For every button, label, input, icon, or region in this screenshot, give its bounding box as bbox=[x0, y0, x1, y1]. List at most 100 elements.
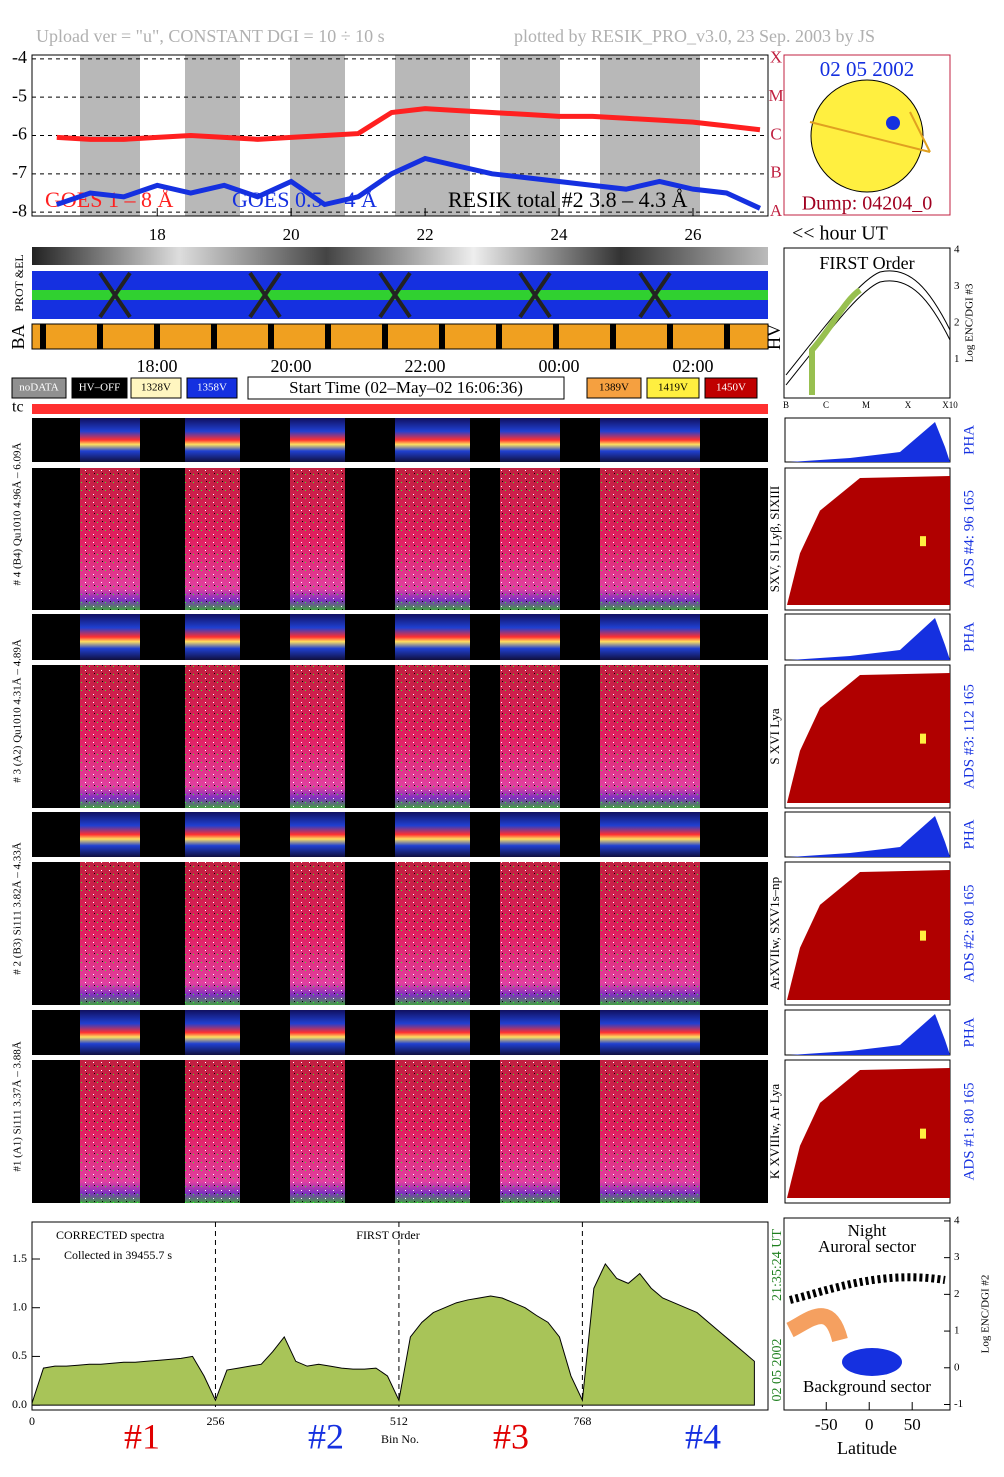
strip-x bbox=[248, 271, 282, 319]
latitude-top-label: Auroral sector bbox=[818, 1237, 916, 1256]
ads-marker bbox=[920, 536, 926, 547]
prot-strip bbox=[32, 247, 768, 265]
legend-swatch bbox=[71, 377, 128, 399]
x-tick-label: 768 bbox=[573, 1414, 591, 1428]
header-upload: Upload ver = "u", CONSTANT DGI = 10 ÷ 10… bbox=[36, 26, 385, 46]
big-grain bbox=[290, 468, 345, 610]
thin-spectrum bbox=[185, 614, 240, 660]
big-grain bbox=[600, 665, 700, 808]
x-tick-label: 22 bbox=[417, 225, 434, 244]
ads-label: ADS #1: 80 165 bbox=[961, 1083, 977, 1181]
thin-spectrum bbox=[600, 1010, 700, 1055]
y2-tick-label: A bbox=[770, 201, 783, 220]
line-label: SXV, SI Lyβ, SIXIII bbox=[767, 486, 782, 592]
thin-spectrum bbox=[185, 812, 240, 857]
big-grain bbox=[80, 468, 140, 610]
y-tick-label: -4 bbox=[12, 47, 27, 67]
thin-spectrum bbox=[80, 812, 140, 857]
series-line bbox=[56, 106, 761, 142]
first-order-title: FIRST Order bbox=[819, 253, 914, 273]
ba-bar bbox=[97, 324, 103, 349]
y-tick-label: -6 bbox=[12, 124, 27, 144]
ba-bar bbox=[667, 324, 673, 349]
latitude-points bbox=[842, 1348, 902, 1376]
tc-label: tc bbox=[12, 399, 24, 416]
line-label: ArXVIIw, SXV1s–np bbox=[767, 877, 782, 990]
thin-spectrum bbox=[290, 1010, 345, 1055]
big-grain bbox=[395, 468, 470, 610]
pha-label: PHA bbox=[961, 819, 977, 849]
el-strip-band bbox=[32, 290, 768, 300]
ba-bar bbox=[325, 324, 331, 349]
spectrum-panel: 0.0 0.5 1.0 1.5 0 256 512 768 CORRECTED spectra C… bbox=[12, 1221, 785, 1456]
x-tick-label: 24 bbox=[551, 225, 569, 244]
segment-label: #1 bbox=[124, 1416, 160, 1456]
strip-x bbox=[378, 271, 412, 319]
thin-spectrum bbox=[395, 614, 470, 660]
start-time: Start Time (02–May–02 16:06:36) bbox=[289, 378, 523, 397]
ba-bar bbox=[154, 324, 160, 349]
ba-label: BA bbox=[8, 324, 28, 349]
x-tick-label: 18 bbox=[149, 225, 166, 244]
y-tick-label: 3 bbox=[954, 280, 960, 292]
thin-spectrum bbox=[600, 812, 700, 857]
x-tick-label: 50 bbox=[904, 1415, 921, 1434]
header-plotted: plotted by RESIK_PRO_v3.0, 23 Sep. 2003 … bbox=[514, 26, 875, 46]
start-time-box bbox=[247, 376, 565, 400]
thin-spectrum bbox=[395, 1010, 470, 1055]
y-tick-label: 2 bbox=[954, 317, 960, 329]
first-order-points bbox=[809, 287, 862, 395]
y-tick-label: 0.5 bbox=[12, 1348, 27, 1362]
strip-x bbox=[518, 271, 552, 319]
big-grain bbox=[600, 468, 700, 610]
pha-label: PHA bbox=[961, 1017, 977, 1047]
time-label: 02:00 bbox=[672, 356, 713, 376]
big-grain bbox=[290, 1060, 345, 1203]
y-tick-label: 0 bbox=[954, 1361, 960, 1373]
ba-strip bbox=[31, 323, 769, 350]
sun-axis bbox=[909, 111, 931, 153]
spectrum-date: 02 05 2002 bbox=[770, 1339, 785, 1402]
y-tick-label: -1 bbox=[954, 1398, 963, 1410]
sun-date: 02 05 2002 bbox=[820, 57, 915, 81]
time-label: 22:00 bbox=[404, 356, 445, 376]
ads-label: ADS #4: 96 165 bbox=[961, 490, 977, 588]
x-tick-label: B bbox=[783, 400, 789, 410]
legend-swatch bbox=[646, 377, 700, 399]
thin-spectrum bbox=[500, 418, 560, 462]
channel-panels: # 4 (B4) Qu1010 4.96Å – 6.09Å PHA SXV, SI … bbox=[12, 417, 977, 1204]
legend-swatch bbox=[704, 377, 758, 399]
pha-hist bbox=[790, 1014, 950, 1055]
ads-hist bbox=[787, 476, 950, 605]
ads-marker bbox=[920, 1128, 926, 1139]
big-grain bbox=[500, 862, 560, 1005]
y2-tick-label: M bbox=[768, 86, 783, 105]
spectrum-time: 21:35:24 UT bbox=[770, 1229, 785, 1301]
sun-dump: Dump: 04204_0 bbox=[802, 193, 933, 215]
ba-bar bbox=[724, 324, 730, 349]
thin-spectrum bbox=[500, 812, 560, 857]
latitude-points bbox=[786, 1308, 848, 1343]
hour-label: << hour UT bbox=[792, 223, 888, 245]
legend-label: 1419V bbox=[658, 382, 688, 394]
channel-label: # 4 (B4) Qu1010 4.96Å – 6.09Å bbox=[12, 442, 24, 585]
legend-label: RESIK total #2 3.8 – 4.3 Å bbox=[448, 187, 688, 212]
big-grain bbox=[185, 468, 240, 610]
strip-x bbox=[98, 271, 132, 319]
pha-label: PHA bbox=[961, 425, 977, 455]
hv-label: HV bbox=[764, 324, 784, 350]
ba-bar bbox=[439, 324, 445, 349]
ba-bar bbox=[553, 324, 559, 349]
time-label: 00:00 bbox=[538, 356, 579, 376]
x-tick-label: 20 bbox=[283, 225, 300, 244]
thin-spectrum bbox=[290, 614, 345, 660]
strip-x bbox=[638, 271, 672, 319]
x-tick-label: M bbox=[862, 400, 870, 410]
sun-axis bbox=[809, 121, 931, 153]
y-tick-label: 1 bbox=[954, 1325, 960, 1337]
y-tick-label: 4 bbox=[954, 1214, 960, 1226]
legend-label: GOES 0.5 – 4 Å bbox=[232, 187, 377, 212]
big-grain bbox=[80, 1060, 140, 1203]
legend-label: HV–OFF bbox=[79, 382, 121, 394]
latitude-title: Night bbox=[848, 1221, 887, 1240]
